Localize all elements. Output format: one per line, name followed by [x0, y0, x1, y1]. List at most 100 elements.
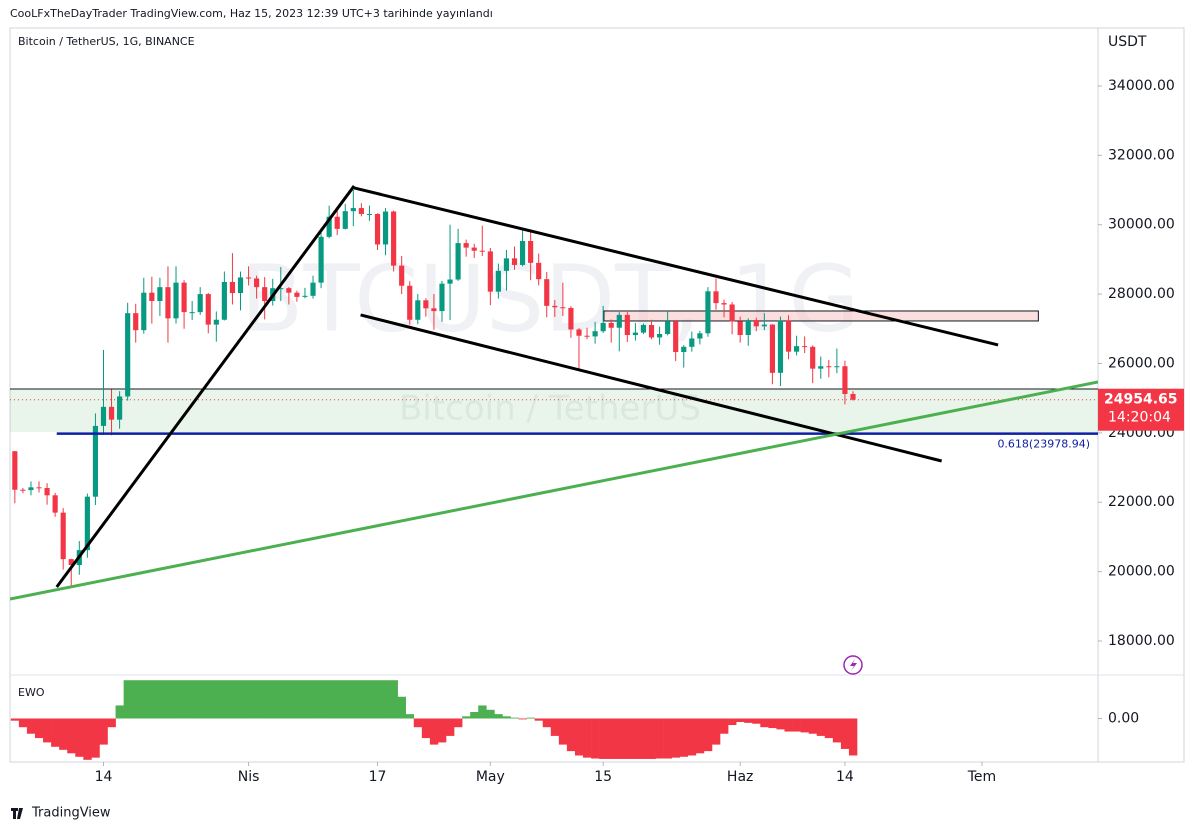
watermark: Bitcoin / TetherUS [399, 389, 701, 429]
ewo-bar [470, 711, 479, 719]
ewo-bar [768, 718, 777, 729]
candle-body [36, 487, 42, 489]
ewo-bar [163, 680, 173, 719]
ewo-bar [703, 718, 713, 752]
candle-body [278, 288, 284, 290]
candle-body [648, 324, 655, 338]
candle-body [681, 346, 687, 353]
candle-body [818, 366, 824, 369]
ewo-bar [325, 680, 334, 719]
candle-body [149, 292, 155, 302]
candle-body [262, 287, 268, 302]
y-tick-label: 18000.00 [1108, 633, 1175, 649]
watermark: BTCUSDT, 1G [240, 245, 859, 352]
candle-body [423, 300, 429, 309]
ewo-bar [760, 718, 769, 728]
x-tick-label: May [476, 769, 505, 785]
support-zone [10, 388, 1098, 432]
candle-body [834, 366, 840, 368]
ewo-bar [623, 718, 632, 759]
last-price: 24954.65 [1104, 392, 1178, 408]
candle-body [108, 406, 115, 420]
ewo-bar [687, 718, 697, 756]
ewo-bar [171, 680, 181, 719]
candle-body [761, 324, 767, 327]
ewo-bar [631, 718, 640, 759]
ewo-bar [655, 718, 664, 759]
ewo-bar [26, 718, 36, 734]
ewo-bar [349, 680, 358, 719]
x-tick-label: Nis [238, 769, 260, 785]
ewo-bar [518, 718, 527, 720]
ewo-bar [341, 680, 350, 719]
ewo-bar [83, 718, 92, 760]
candle-body [334, 216, 340, 229]
candle-body [471, 247, 477, 251]
ewo-bar [792, 718, 801, 732]
price-badge [1098, 388, 1184, 431]
countdown: 14:20:04 [1108, 410, 1171, 426]
candle-body [165, 287, 171, 319]
ewo-bar [583, 718, 592, 758]
candle-body [600, 322, 606, 332]
candle-body [173, 282, 179, 319]
ewo-bar [784, 718, 793, 732]
ewo-bar [510, 717, 519, 719]
candle-body [28, 487, 34, 491]
ewo-bar [534, 718, 544, 721]
ewo-bar [502, 716, 511, 719]
ewo-bar [615, 718, 624, 759]
ewo-bar [244, 680, 253, 719]
ewo-bar [91, 718, 100, 758]
ewo-bar [550, 718, 560, 736]
ewo-bar [566, 718, 576, 752]
candle-body [205, 294, 211, 325]
ewo-bar [462, 716, 471, 719]
ewo-bar [373, 680, 382, 719]
ewo-bar [405, 714, 415, 719]
candle-body [415, 300, 421, 320]
y-tick-label: 30000.00 [1108, 217, 1175, 233]
ewo-bar [599, 718, 608, 759]
candle-body [181, 282, 187, 313]
ewo-bar [10, 718, 20, 721]
ewo-bar [832, 718, 842, 743]
candle-body [326, 216, 332, 237]
ewo-bar [607, 718, 616, 759]
candle-body [632, 332, 638, 336]
ewo-bar [526, 717, 535, 719]
candle-body [189, 312, 195, 314]
resistance-box [603, 310, 1039, 322]
ewo-bar [437, 718, 447, 743]
candle-body [842, 366, 848, 394]
candle-body [117, 396, 123, 420]
candle-body [794, 346, 800, 352]
candle-body [60, 512, 66, 560]
candle-body [286, 288, 292, 293]
currency: USDT [1108, 34, 1147, 50]
candle-body [592, 331, 598, 337]
candle-body [753, 320, 759, 327]
candle-body [640, 324, 647, 333]
y-tick-label: 22000.00 [1108, 494, 1175, 510]
trendline [10, 380, 1098, 601]
ewo-bar [736, 718, 745, 722]
candle-body [769, 324, 775, 373]
ewo-bar [123, 680, 132, 719]
candle-body [745, 320, 751, 336]
candle-body [84, 496, 90, 551]
candle-body [310, 282, 316, 296]
ewo-bar [284, 680, 294, 719]
alert-icon[interactable] [843, 655, 863, 675]
candle-body [673, 321, 679, 353]
candle-body [366, 213, 373, 215]
candle-body [713, 291, 719, 304]
trendline [55, 185, 356, 588]
ewo-bar [446, 718, 455, 736]
ewo-bar [591, 718, 600, 759]
ewo-bar [744, 718, 753, 723]
ewo-bar [180, 680, 189, 719]
candle-body [350, 208, 356, 212]
candle-body [850, 393, 856, 400]
ewo-bar [236, 680, 245, 719]
